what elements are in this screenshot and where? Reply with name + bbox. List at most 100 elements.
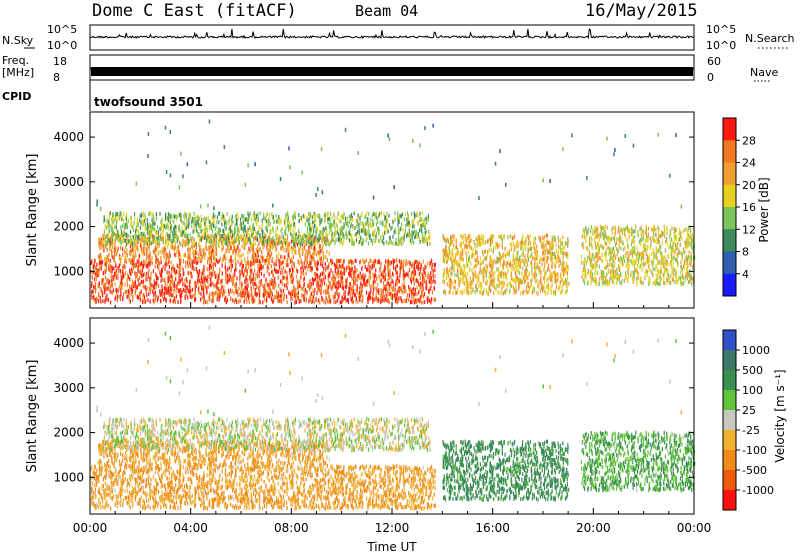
power-pixel	[315, 217, 316, 221]
power-pixel	[171, 261, 172, 265]
power-pixel	[468, 281, 469, 285]
power-pixel	[384, 215, 385, 219]
power-pixel	[402, 212, 403, 216]
power-pixel	[140, 298, 141, 302]
power-pixel	[317, 281, 318, 285]
power-pixel	[407, 233, 408, 237]
power-pixel	[109, 229, 110, 233]
power-pixel	[375, 297, 376, 301]
power-pixel	[126, 290, 127, 294]
power-pixel	[253, 213, 254, 217]
freq-right-tick-bottom: 0	[707, 71, 714, 84]
power-pixel	[297, 292, 298, 296]
power-pixel	[153, 269, 154, 273]
power-pixel	[293, 247, 294, 251]
power-pixel	[151, 233, 152, 237]
power-pixel	[402, 237, 403, 241]
power-pixel	[300, 275, 301, 279]
power-pixel	[395, 299, 396, 303]
power-pixel	[310, 251, 311, 255]
power-pixel	[162, 247, 163, 251]
power-pixel	[304, 277, 305, 281]
power-pixel	[209, 295, 210, 299]
power-pixel	[310, 241, 311, 245]
power-pixel	[128, 294, 129, 298]
power-pixel	[140, 232, 141, 236]
power-pixel	[394, 293, 395, 297]
power-pixel	[196, 242, 197, 246]
power-pixel	[333, 236, 334, 240]
power-pixel	[227, 298, 228, 302]
power-pixel	[319, 245, 320, 249]
power-pixel	[316, 229, 317, 233]
power-pixel	[215, 234, 216, 238]
power-pixel	[166, 257, 167, 261]
power-pixel	[104, 257, 105, 261]
power-pixel	[245, 277, 246, 281]
power-pixel	[219, 297, 220, 301]
power-pixel	[293, 218, 294, 222]
power-pixel	[372, 219, 373, 223]
power-pixel	[336, 290, 337, 294]
power-pixel	[109, 212, 110, 216]
power-pixel	[398, 241, 399, 245]
power-pixel	[348, 266, 349, 270]
power-pixel	[213, 262, 214, 266]
power-pixel	[135, 234, 136, 238]
power-pixel	[208, 240, 209, 244]
power-pixel	[384, 227, 385, 231]
power-pixel	[287, 224, 288, 228]
power-pixel	[142, 300, 143, 304]
power-pixel	[290, 268, 291, 272]
power-pixel	[304, 282, 305, 286]
power-pixel	[405, 299, 406, 303]
power-pixel	[258, 228, 259, 232]
power-pixel	[120, 234, 121, 238]
power-pixel	[377, 227, 378, 231]
power-pixel	[524, 280, 525, 284]
power-pixel	[412, 291, 413, 295]
power-pixel	[397, 215, 398, 219]
power-pixel	[420, 216, 421, 220]
power-pixel	[220, 257, 221, 261]
power-pixel	[143, 260, 144, 264]
cpid-program: twofsound 3501	[94, 95, 203, 109]
power-pixel	[179, 267, 180, 271]
power-pixel	[258, 254, 259, 258]
power-pixel	[96, 263, 97, 267]
power-pixel	[127, 273, 128, 277]
power-pixel	[219, 268, 220, 272]
power-pixel	[136, 226, 137, 230]
power-pixel	[299, 261, 300, 265]
power-pixel	[528, 248, 529, 252]
power-pixel	[343, 281, 344, 285]
power-pixel	[395, 242, 396, 246]
power-pixel	[194, 257, 195, 261]
power-pixel	[309, 231, 310, 235]
power-pixel	[370, 259, 371, 263]
power-pixel	[191, 274, 192, 278]
power-pixel	[121, 256, 122, 260]
power-pixel	[266, 256, 267, 260]
power-pixel	[132, 280, 133, 284]
power-pixel	[422, 211, 423, 215]
power-pixel	[539, 271, 540, 275]
power-pixel	[506, 283, 507, 287]
power-pixel	[119, 285, 120, 289]
power-pixel	[213, 218, 214, 222]
power-pixel	[304, 298, 305, 302]
power-pixel	[247, 239, 248, 243]
power-pixel	[276, 270, 277, 274]
power-pixel	[165, 267, 166, 271]
power-pixel	[183, 272, 184, 276]
power-pixel	[261, 255, 262, 259]
power-pixel	[391, 296, 392, 300]
power-pixel	[281, 300, 282, 304]
power-pixel	[340, 259, 341, 263]
power-pixel	[280, 236, 281, 240]
power-pixel	[403, 273, 404, 277]
power-pixel	[184, 283, 185, 287]
power-pixel	[464, 268, 465, 272]
power-pixel	[365, 273, 366, 277]
power-pixel	[155, 265, 156, 269]
